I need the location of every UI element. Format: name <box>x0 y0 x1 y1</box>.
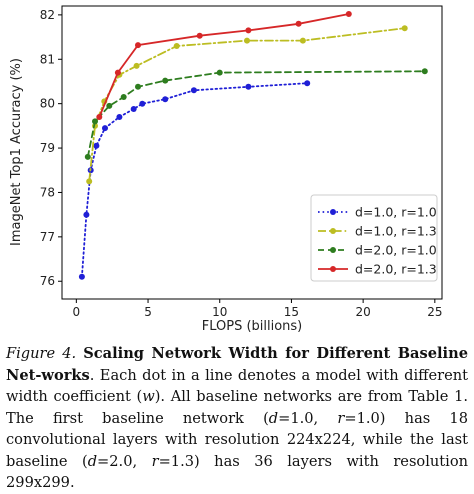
x-tick-label-25: 25 <box>427 305 442 319</box>
series-2-point-9 <box>401 25 408 32</box>
series-line-2 <box>88 27 406 183</box>
series-2-point-7 <box>244 37 250 44</box>
caption-w-symbol: w <box>142 388 155 405</box>
caption-val-1: =1.0, <box>278 409 338 427</box>
series-2-point-5 <box>133 62 140 69</box>
figure: 0 5 10 15 20 25 76 77 78 79 80 81 82 FLOPS (billion… <box>6 5 468 491</box>
series-4-point-5 <box>245 27 252 34</box>
series-layer <box>78 11 428 280</box>
series-1-point-4 <box>93 142 100 149</box>
y-tick-label-80: 80 <box>40 97 55 111</box>
caption-text-2: ). All baseline networks are from Table … <box>6 388 468 427</box>
series-3-point-7 <box>216 69 223 76</box>
series-1-point-10 <box>190 87 197 94</box>
y-tick-label-76: 76 <box>40 274 55 288</box>
x-tick-label-20: 20 <box>355 305 370 319</box>
series-3-point-5 <box>135 83 141 90</box>
line-chart: 0 5 10 15 20 25 76 77 78 79 80 81 82 FLOPS (billion… <box>9 5 443 334</box>
series-3-point-6 <box>162 77 169 84</box>
caption-val-2: =1.0) has 18 convolutional layers with r… <box>6 409 468 470</box>
series-2-point-6 <box>173 43 180 49</box>
legend-label-3: d=2.0, r=1.0 <box>355 243 437 258</box>
series-1-point-6 <box>116 114 123 120</box>
x-axis-label: FLOPS (billions) <box>202 319 303 334</box>
series-1-point-7 <box>130 106 137 112</box>
x-tick-label-5: 5 <box>144 305 152 319</box>
series-4-point-4 <box>196 32 203 39</box>
legend-marker-3 <box>330 247 336 253</box>
series-3-point-1 <box>84 153 91 160</box>
series-1-point-12 <box>304 80 311 87</box>
x-tick-label-0: 0 <box>73 305 81 319</box>
x-axis: 0 5 10 15 20 25 <box>73 299 442 319</box>
figure-caption: Figure 4. Scaling Network Width for Diff… <box>6 343 468 494</box>
legend-marker-4 <box>330 266 336 272</box>
series-1-point-11 <box>245 83 252 90</box>
legend-marker-1 <box>330 209 336 215</box>
y-tick-label-77: 77 <box>40 230 55 244</box>
caption-d-symbol-2: d <box>87 452 98 470</box>
y-tick-label-78: 78 <box>40 185 55 199</box>
series-4-point-1 <box>96 114 103 120</box>
y-tick-label-79: 79 <box>40 141 55 155</box>
series-4-point-6 <box>295 20 302 27</box>
series-line-1 <box>81 82 309 278</box>
series-3-point-2 <box>92 118 98 125</box>
legend-label-1: d=1.0, r=1.0 <box>355 205 437 220</box>
series-3-point-3 <box>106 102 113 109</box>
caption-r-symbol: r <box>337 409 345 427</box>
caption-title: Scaling Network Width for Different Base… <box>6 345 468 384</box>
legend-label-4: d=2.0, r=1.3 <box>355 262 437 277</box>
series-4-point-3 <box>135 42 141 49</box>
series-4-point-7 <box>345 11 352 17</box>
series-1-point-5 <box>102 125 108 132</box>
caption-val-3: =2.0, <box>97 452 152 470</box>
caption-label: Figure 4. <box>6 345 77 362</box>
series-3-point-4 <box>120 94 127 100</box>
y-axis-label: ImageNet Top1 Accuracy (%) <box>9 58 24 246</box>
series-1-point-1 <box>78 273 85 280</box>
legend-box <box>310 194 438 282</box>
caption-d-symbol: d <box>268 409 279 427</box>
legend: d=1.0, r=1.0 d=1.0, r=1.3 d=2.0, r=1.0 d=2.… <box>310 194 438 282</box>
series-1-point-9 <box>162 96 169 103</box>
caption-r-symbol-2: r <box>151 452 159 470</box>
y-tick-label-81: 81 <box>40 52 55 66</box>
x-tick-label-10: 10 <box>212 305 227 319</box>
y-tick-label-82: 82 <box>40 8 55 22</box>
series-3-point-8 <box>421 68 428 75</box>
x-tick-label-15: 15 <box>284 305 299 319</box>
plot-frame <box>61 5 443 300</box>
series-2-point-1 <box>86 178 93 185</box>
series-1-point-2 <box>83 211 90 218</box>
y-axis: 76 77 78 79 80 81 82 <box>40 8 62 288</box>
legend-label-2: d=1.0, r=1.3 <box>355 224 437 239</box>
series-2-point-8 <box>299 37 306 44</box>
legend-marker-2 <box>330 228 336 234</box>
series-1-point-8 <box>139 100 146 107</box>
series-4-point-2 <box>114 69 121 76</box>
caption-text-1: . Each dot in a line denotes a model wit… <box>6 366 468 406</box>
